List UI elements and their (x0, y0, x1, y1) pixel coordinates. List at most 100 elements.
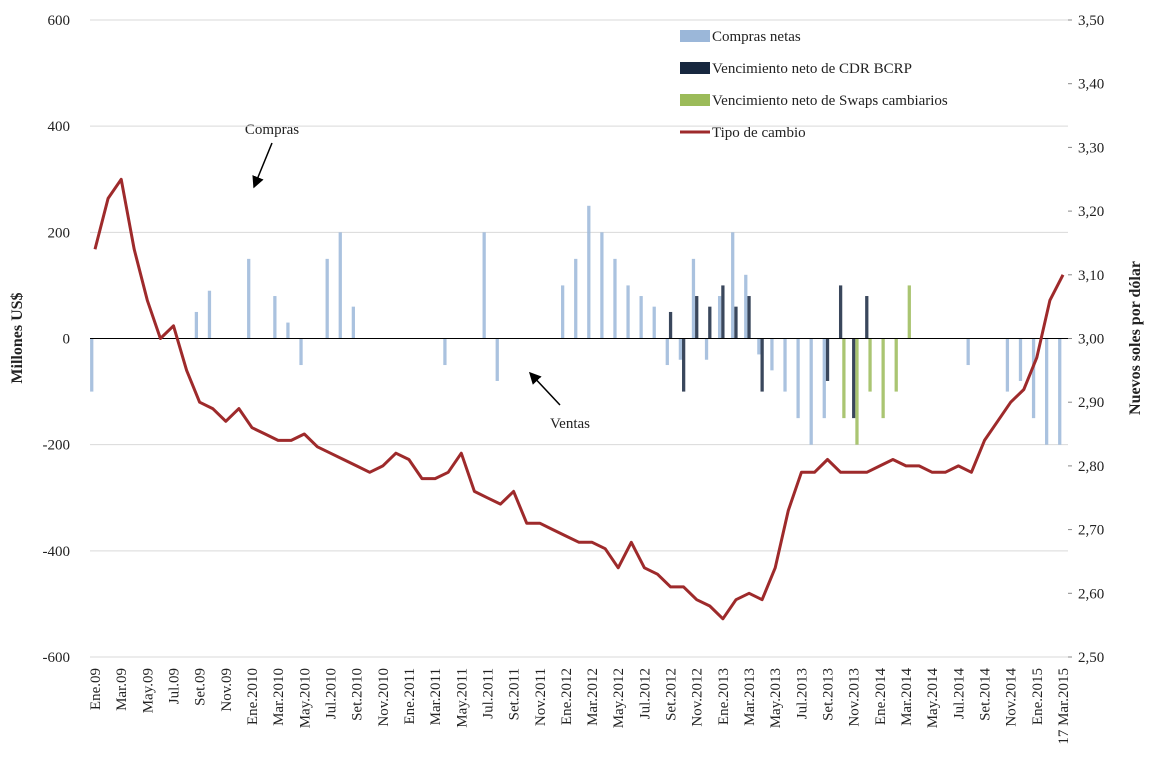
bar (668, 311, 673, 339)
x-tick-label: May.09 (140, 668, 156, 713)
y2-tick-label: 3,40 (1078, 77, 1104, 93)
x-tick-label: Jul.09 (166, 668, 182, 704)
y2-tick-label: 3,10 (1078, 268, 1104, 284)
x-tick-label: Mar.2013 (742, 668, 758, 726)
x-tick-label: Nov.09 (219, 668, 235, 712)
arrow (252, 142, 273, 189)
legend-label: Compras netas (712, 29, 801, 45)
bar (691, 258, 696, 339)
x-tick-label: May.2014 (925, 668, 941, 729)
bar (842, 338, 846, 419)
bar (721, 285, 725, 339)
y2-tick-label: 2,70 (1078, 523, 1104, 539)
bar (757, 338, 761, 355)
legend-label: Tipo de cambio (712, 125, 806, 141)
bar (822, 338, 826, 419)
bar (1031, 338, 1036, 419)
x-tick-label: Jul.2012 (637, 668, 653, 719)
bar (907, 285, 911, 339)
bar (639, 296, 643, 339)
x-tick-label: Mar.09 (114, 668, 130, 711)
x-tick-label: Nov.2013 (847, 668, 863, 727)
y-tick-label: -200 (43, 438, 71, 454)
x-tick-label: May.2012 (611, 668, 627, 728)
x-tick-label: Mar.2011 (428, 668, 444, 725)
y-axis-label: Millones US$ (9, 292, 26, 383)
bar (868, 338, 872, 392)
x-tick-label: 17 Mar.2015 (1056, 668, 1072, 745)
x-tick-label: Set.2011 (507, 668, 523, 720)
bar (665, 338, 669, 366)
legend-swatch (680, 30, 710, 42)
bar (1005, 338, 1010, 392)
bar (760, 338, 764, 392)
x-tick-label: Ene.2015 (1030, 668, 1046, 725)
x-tick-label: Nov.2014 (1004, 668, 1020, 727)
x-tick-label: Mar.2014 (899, 668, 915, 726)
x-tick-label: Jul.2011 (480, 668, 496, 719)
y-tick-label: -400 (43, 544, 71, 560)
y2-axis-label: Nuevos soles por dólar (1127, 261, 1144, 415)
y2-tick-label: 3,20 (1078, 204, 1104, 220)
x-tick-label: May.2013 (768, 668, 784, 728)
x-tick-label: Jul.2010 (323, 668, 339, 719)
x-tick-label: Ene.2013 (716, 668, 732, 725)
bar (717, 296, 722, 339)
y2-tick-label: 2,60 (1078, 586, 1104, 602)
x-tick-label: Ene.2012 (559, 668, 575, 725)
bar (600, 232, 604, 339)
arrow (528, 371, 561, 406)
bar (809, 338, 813, 445)
bar (704, 338, 709, 360)
bar (966, 338, 970, 366)
bar (796, 338, 800, 419)
bar (838, 285, 843, 339)
bar (708, 306, 712, 339)
bar (613, 258, 617, 339)
x-tick-label: Mar.2012 (585, 668, 601, 726)
x-tick-label: Mar.2010 (271, 668, 287, 726)
bar (626, 285, 630, 339)
y-tick-label: 600 (48, 13, 71, 29)
x-tick-label: Set.2014 (978, 668, 994, 721)
x-tick-label: Set.09 (193, 668, 209, 706)
bar (587, 205, 591, 339)
x-tick-label: May.2010 (297, 668, 313, 728)
bar (770, 338, 774, 371)
bar (1045, 338, 1049, 445)
bar (747, 296, 751, 339)
y2-tick-label: 3,30 (1078, 140, 1104, 156)
x-tick-label: Ene.2010 (245, 668, 261, 725)
y2-tick-label: 2,90 (1078, 395, 1104, 411)
y2-tick-label: 2,80 (1078, 459, 1104, 475)
bar (574, 258, 578, 339)
bar (682, 338, 686, 392)
bar (825, 338, 830, 381)
x-tick-label: Nov.2010 (376, 668, 392, 727)
bar (852, 338, 856, 419)
legend-swatch (680, 94, 710, 106)
bar (678, 338, 683, 360)
annotation: Ventas (550, 416, 590, 432)
x-tick-label: Set.2010 (350, 668, 366, 721)
y-tick-label: 400 (48, 119, 71, 135)
bar (338, 232, 342, 339)
x-tick-label: Set.2013 (821, 668, 837, 721)
bar (495, 338, 499, 381)
legend-label: Vencimiento neto de CDR BCRP (712, 61, 912, 77)
y2-tick-label: 3,00 (1078, 332, 1104, 348)
x-tick-label: Set.2012 (664, 668, 680, 721)
bar (273, 296, 277, 339)
bar (731, 232, 735, 339)
bar (325, 258, 329, 339)
legend-swatch (680, 62, 710, 74)
y-tick-label: -600 (43, 650, 71, 666)
bar (207, 290, 212, 339)
bar (881, 338, 885, 419)
bar (695, 296, 699, 339)
bar (90, 338, 94, 392)
annotation: Compras (245, 122, 299, 138)
x-tick-label: Jul.2013 (794, 668, 810, 719)
bar (855, 338, 859, 445)
bar (286, 322, 290, 339)
